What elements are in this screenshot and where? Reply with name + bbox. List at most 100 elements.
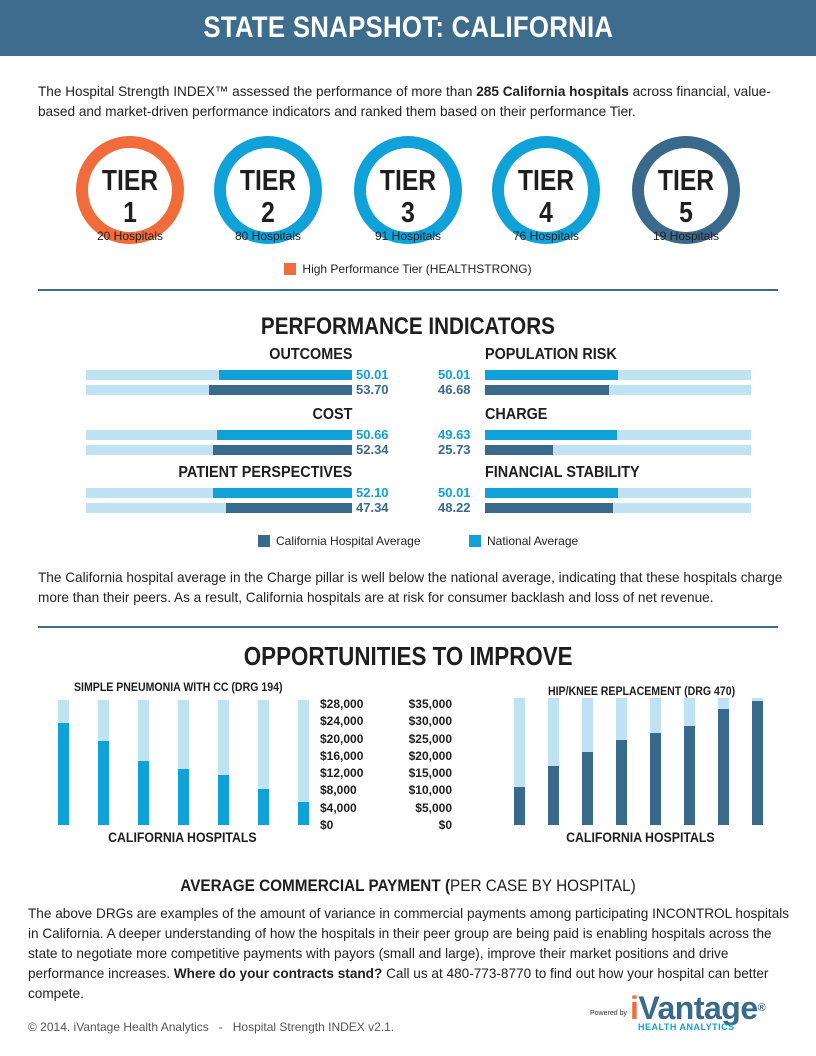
y-tick-label: $12,000	[320, 766, 364, 781]
page-title: STATE SNAPSHOT: CALIFORNIA	[203, 11, 613, 44]
y-tick-label: $0	[438, 818, 452, 832]
intro-post: across financial, value-based and market…	[38, 84, 771, 119]
chart-bar	[752, 700, 763, 825]
california-value: 25.73	[438, 442, 471, 457]
y-tick-label: $4,000	[320, 800, 357, 815]
tier-count: 91 Hospitals	[374, 229, 442, 243]
y-tick-label: $20,000	[408, 748, 452, 763]
charge-paragraph: The California hospital average in the C…	[38, 570, 783, 605]
chart-bar	[258, 789, 269, 825]
bar-track	[514, 698, 525, 825]
tier-3-circle: TIER 3 91 Hospitals	[354, 136, 462, 244]
y-tick-label: $35,000	[408, 697, 452, 711]
performance-title: PERFORMANCE INDICATORS	[261, 313, 555, 340]
intro-paragraph: The Hospital Strength INDEX™ assessed th…	[38, 82, 783, 122]
national-value: 50.01	[356, 367, 389, 382]
y-tick-label: $8,000	[320, 783, 357, 798]
chart-bar	[548, 766, 559, 825]
chart-bar	[582, 752, 593, 825]
california-value: 52.34	[356, 442, 389, 457]
california-bar	[212, 445, 352, 455]
national-bar	[217, 430, 352, 440]
tier-label: TIER 3	[379, 165, 437, 229]
bar-track	[86, 503, 352, 513]
tier-label: TIER 1	[101, 165, 159, 229]
national-value: 52.10	[356, 485, 389, 500]
chart-bar	[616, 740, 627, 825]
chart-title-hip-knee: HIP/KNEE REPLACEMENT (DRG 470)	[548, 684, 736, 698]
chart-bar	[58, 723, 69, 825]
tier-count: 20 Hospitals	[96, 229, 164, 243]
intro-pre: The Hospital Strength INDEX™ assessed th…	[38, 84, 477, 99]
bar-track	[485, 503, 751, 513]
california-bar	[485, 385, 610, 395]
version: Hospital Strength INDEX v2.1.	[232, 1020, 395, 1034]
chart-bar	[218, 775, 229, 825]
national-value: 50.01	[438, 367, 471, 382]
california-bar	[209, 385, 352, 395]
tier-5-circle: TIER 5 19 Hospitals	[632, 136, 740, 244]
header-banner: STATE SNAPSHOT: CALIFORNIA	[0, 0, 816, 56]
y-tick-label: $10,000	[408, 783, 452, 798]
cta-text: Call us at 480-773-8770 to find out how …	[28, 966, 769, 1001]
chart-bar	[684, 726, 695, 825]
divider	[38, 626, 778, 628]
california-value: 48.22	[438, 500, 471, 515]
legend-california: California Hospital Average	[258, 534, 421, 548]
legend-square-icon	[469, 535, 481, 547]
legend-national: National Average	[469, 534, 578, 548]
chart-bar	[178, 768, 189, 825]
y-tick-label: $24,000	[320, 714, 364, 729]
california-value: 47.34	[356, 500, 389, 515]
bar-track	[178, 699, 189, 825]
legend-square-icon	[258, 535, 270, 547]
indicator-label: FINANCIAL STABILITY	[485, 464, 640, 481]
california-bar	[226, 503, 352, 513]
tier-count: 76 Hospitals	[512, 229, 580, 243]
bar-track	[485, 385, 751, 395]
california-value: 53.70	[356, 382, 389, 397]
chart-bar	[98, 740, 109, 825]
indicator-label: OUTCOMES	[268, 346, 352, 363]
footer: © 2014. iVantage Health Analytics - Hospit…	[28, 1020, 394, 1034]
tier-legend-label: High Performance Tier (HEALTHSTRONG)	[302, 262, 532, 276]
bar-track	[218, 699, 229, 825]
chart-bar	[650, 733, 661, 825]
national-value: 50.01	[438, 485, 471, 500]
y-tick-label: $16,000	[320, 748, 364, 763]
tier-label: TIER 5	[657, 165, 715, 229]
california-bar	[485, 503, 614, 513]
y-tick-label: $5,000	[415, 800, 452, 815]
copyright: © 2014. iVantage Health Analytics	[28, 1020, 209, 1034]
chart-title-pneumonia: SIMPLE PNEUMONIA WITH CC (DRG 194)	[74, 680, 283, 694]
california-bar	[485, 445, 554, 455]
y-tick-label: $28,000	[320, 697, 364, 711]
y-tick-label: $20,000	[320, 731, 364, 746]
national-value: 50.66	[356, 427, 389, 442]
indicator-label: POPULATION RISK	[485, 346, 617, 363]
tier-label: TIER 2	[239, 165, 297, 229]
indicator-label: COST	[311, 406, 352, 423]
footer-separator: -	[218, 1020, 223, 1034]
california-value: 46.68	[438, 382, 471, 397]
national-bar	[218, 370, 352, 380]
tier-label: TIER 4	[517, 165, 575, 229]
national-bar	[485, 430, 618, 440]
tier-legend: High Performance Tier (HEALTHSTRONG)	[0, 262, 816, 276]
national-bar	[213, 488, 352, 498]
national-bar	[485, 370, 619, 380]
tier-4-circle: TIER 4 76 Hospitals	[492, 136, 600, 244]
y-tick-label: $15,000	[408, 766, 452, 781]
bar-track	[485, 445, 751, 455]
divider	[38, 289, 778, 291]
intro-bold: 285 California hospitals	[476, 84, 629, 99]
chart-bar	[138, 761, 149, 825]
bar-track	[548, 698, 559, 825]
bar-track	[485, 430, 751, 440]
acp-title: AVERAGE COMMERCIAL PAYMENT (PER CASE BY …	[180, 876, 636, 895]
ivantage-logo: Powered by iVantage® HEALTH ANALYTICS	[590, 990, 766, 1032]
x-axis-label: CALIFORNIA HOSPITALS	[565, 829, 715, 845]
indicator-label: PATIENT PERSPECTIVES	[178, 464, 352, 481]
y-tick-label: $30,000	[408, 714, 452, 729]
drg-paragraph: The above DRGs are examples of the amoun…	[28, 906, 790, 1001]
